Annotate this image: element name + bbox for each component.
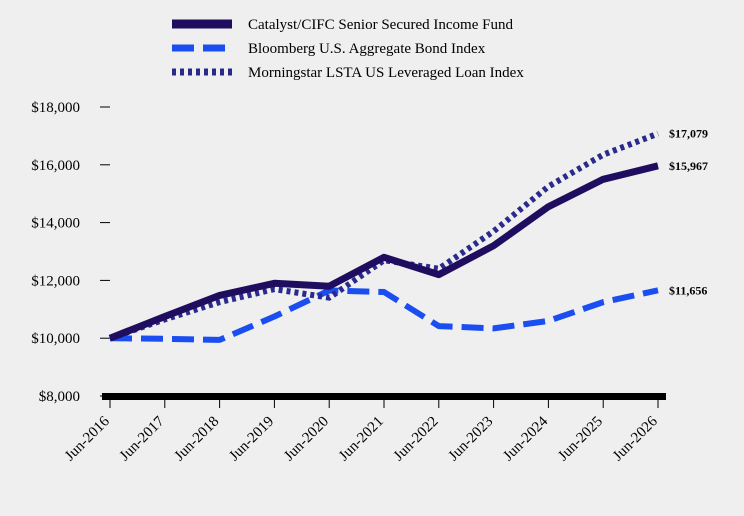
x-axis-baseline [102,393,666,400]
legend-label-2: Bloomberg U.S. Aggregate Bond Index [248,41,486,57]
x-tick-label: Jun-2026 [610,413,661,464]
x-tick-label: Jun-2025 [555,414,606,465]
series-line-2 [109,287,659,343]
x-tick-label: Jun-2020 [281,414,332,465]
x-tick-label: Jun-2019 [226,414,277,465]
x-tick-label: Jun-2016 [62,413,113,464]
end-value-label-1: $15,967 [669,159,708,173]
series-line-3 [109,130,660,342]
legend-label-1: Catalyst/CIFC Senior Secured Income Fund [248,17,513,33]
series-layer [108,130,660,343]
y-tick-label: $10,000 [31,331,80,347]
end-labels: $15,967 $11,656 $17,079 [669,127,708,298]
x-tick-label: Jun-2024 [500,413,551,464]
end-value-label-2: $11,656 [669,283,707,297]
y-axis: $8,000 $10,000 $12,000 $14,000 $16,000 $18,00… [31,100,110,405]
x-tick-label: Jun-2022 [391,414,442,465]
legend-label-3: Morningstar LSTA US Leveraged Loan Index [248,65,524,81]
y-tick-label: $14,000 [31,216,80,232]
x-axis: Jun-2016 Jun-2017 Jun-2018 Jun-2019 Jun-2020… [62,393,666,464]
end-value-label-3: $17,079 [669,127,708,141]
y-tick-label: $18,000 [31,100,80,116]
y-tick-label: $8,000 [39,389,80,405]
y-tick-label: $16,000 [31,158,80,174]
series-line-1 [108,162,659,342]
x-tick-label: Jun-2017 [117,413,168,464]
x-tick-label: Jun-2023 [446,414,497,465]
legend: Catalyst/CIFC Senior Secured Income Fund… [172,17,524,81]
x-tick-label: Jun-2021 [336,414,387,465]
x-tick-label: Jun-2018 [172,414,223,465]
y-tick-label: $12,000 [31,273,80,289]
